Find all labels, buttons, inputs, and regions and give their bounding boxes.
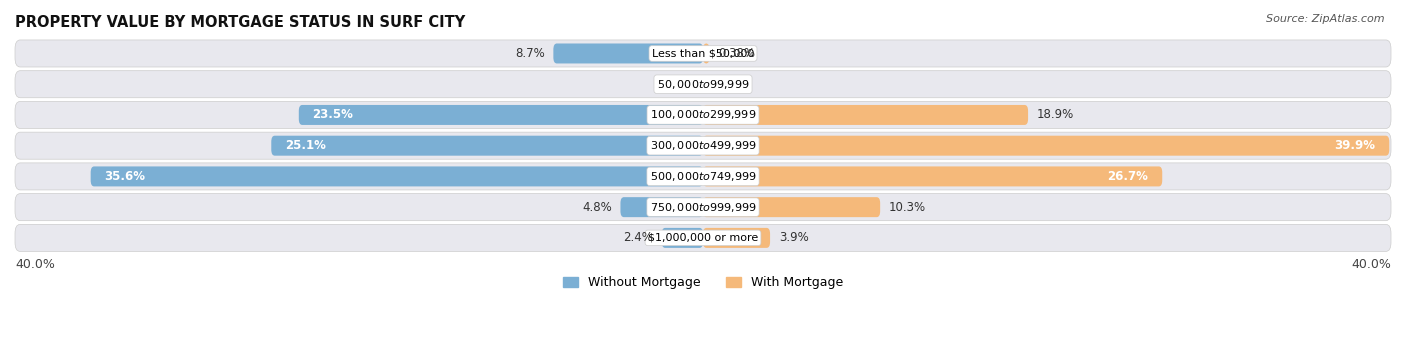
- FancyBboxPatch shape: [15, 132, 1391, 159]
- FancyBboxPatch shape: [620, 197, 703, 217]
- Text: Source: ZipAtlas.com: Source: ZipAtlas.com: [1267, 14, 1385, 23]
- Text: 40.0%: 40.0%: [1351, 258, 1391, 271]
- FancyBboxPatch shape: [299, 105, 703, 125]
- Text: 23.5%: 23.5%: [312, 108, 353, 121]
- FancyBboxPatch shape: [271, 136, 703, 156]
- Text: 3.9%: 3.9%: [779, 232, 808, 244]
- FancyBboxPatch shape: [703, 44, 710, 64]
- Text: 35.6%: 35.6%: [104, 170, 145, 183]
- FancyBboxPatch shape: [15, 224, 1391, 251]
- FancyBboxPatch shape: [15, 71, 1391, 98]
- Text: $500,000 to $749,999: $500,000 to $749,999: [650, 170, 756, 183]
- FancyBboxPatch shape: [703, 228, 770, 248]
- Legend: Without Mortgage, With Mortgage: Without Mortgage, With Mortgage: [558, 271, 848, 294]
- FancyBboxPatch shape: [662, 228, 703, 248]
- FancyBboxPatch shape: [703, 136, 1389, 156]
- Text: 18.9%: 18.9%: [1036, 108, 1074, 121]
- FancyBboxPatch shape: [703, 105, 1028, 125]
- Text: $750,000 to $999,999: $750,000 to $999,999: [650, 201, 756, 214]
- FancyBboxPatch shape: [554, 44, 703, 64]
- Text: 26.7%: 26.7%: [1108, 170, 1149, 183]
- Text: PROPERTY VALUE BY MORTGAGE STATUS IN SURF CITY: PROPERTY VALUE BY MORTGAGE STATUS IN SUR…: [15, 15, 465, 30]
- FancyBboxPatch shape: [15, 101, 1391, 129]
- FancyBboxPatch shape: [703, 166, 1163, 186]
- FancyBboxPatch shape: [15, 193, 1391, 221]
- FancyBboxPatch shape: [703, 197, 880, 217]
- Text: $1,000,000 or more: $1,000,000 or more: [648, 233, 758, 243]
- FancyBboxPatch shape: [15, 163, 1391, 190]
- FancyBboxPatch shape: [15, 40, 1391, 67]
- Text: 25.1%: 25.1%: [285, 139, 326, 152]
- Text: $300,000 to $499,999: $300,000 to $499,999: [650, 139, 756, 152]
- Text: 40.0%: 40.0%: [15, 258, 55, 271]
- FancyBboxPatch shape: [90, 166, 703, 186]
- Text: 2.4%: 2.4%: [623, 232, 654, 244]
- Text: 10.3%: 10.3%: [889, 201, 927, 214]
- Text: 39.9%: 39.9%: [1334, 139, 1375, 152]
- Text: 4.8%: 4.8%: [582, 201, 612, 214]
- Text: Less than $50,000: Less than $50,000: [652, 49, 754, 58]
- Text: $100,000 to $299,999: $100,000 to $299,999: [650, 108, 756, 121]
- Text: 0.38%: 0.38%: [718, 47, 755, 60]
- Text: 8.7%: 8.7%: [515, 47, 544, 60]
- Text: $50,000 to $99,999: $50,000 to $99,999: [657, 78, 749, 91]
